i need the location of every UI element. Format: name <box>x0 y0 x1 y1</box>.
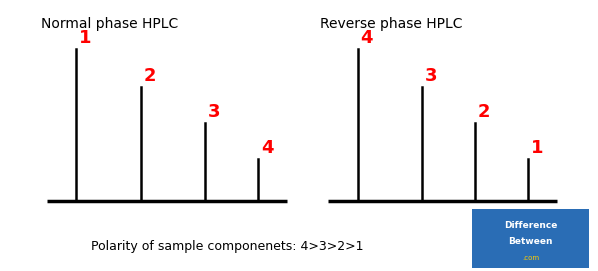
Text: 4: 4 <box>361 29 373 47</box>
Text: 2: 2 <box>478 103 490 121</box>
Text: Reverse phase HPLC: Reverse phase HPLC <box>319 17 462 31</box>
Text: 3: 3 <box>425 67 438 85</box>
Text: Between: Between <box>508 237 553 246</box>
Text: .com: .com <box>522 254 539 260</box>
Text: Difference: Difference <box>504 221 557 230</box>
Text: Normal phase HPLC: Normal phase HPLC <box>41 17 178 31</box>
Text: Polarity of sample componenets: 4>3>2>1: Polarity of sample componenets: 4>3>2>1 <box>91 240 364 253</box>
Text: 2: 2 <box>144 67 156 85</box>
Text: 3: 3 <box>208 103 221 121</box>
FancyBboxPatch shape <box>465 206 596 271</box>
Text: 1: 1 <box>79 29 91 47</box>
Text: 4: 4 <box>261 139 273 157</box>
Text: 1: 1 <box>530 139 543 157</box>
